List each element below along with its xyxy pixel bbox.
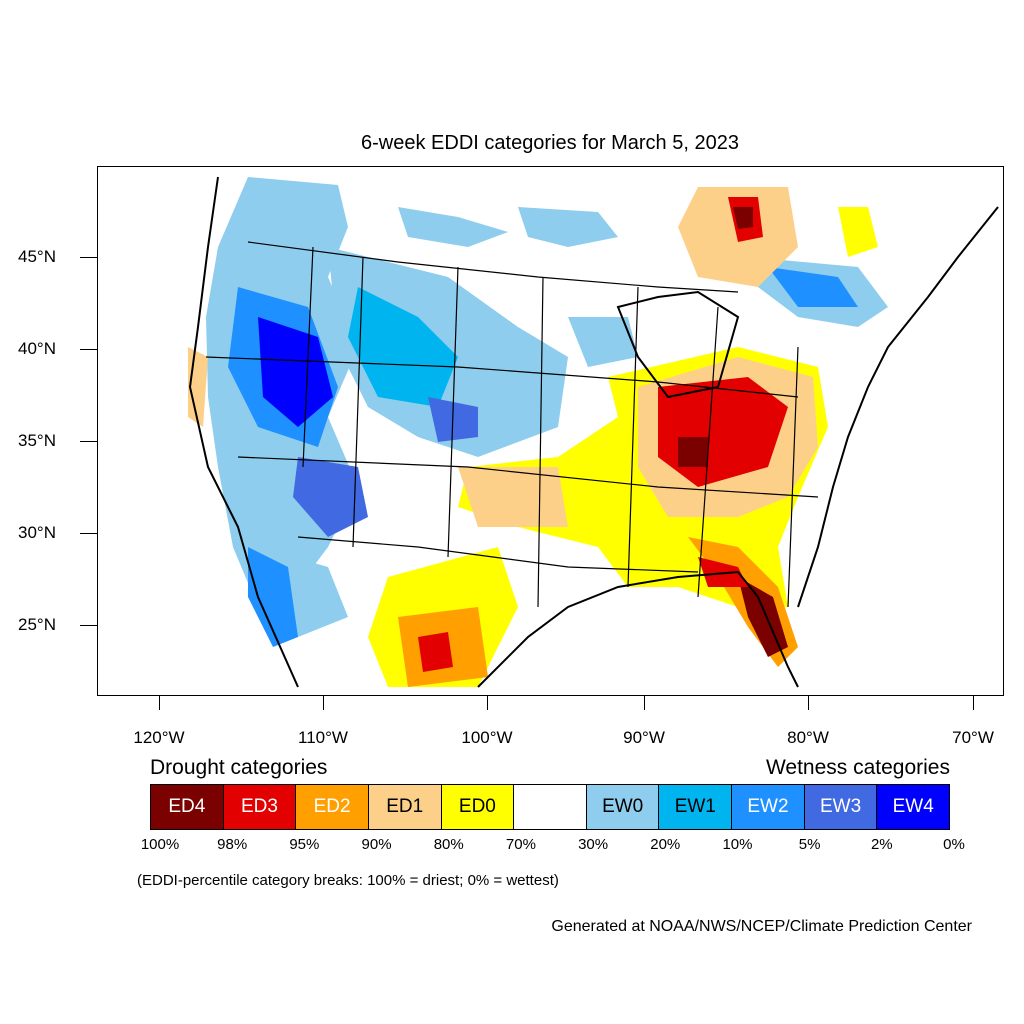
legend-box-ed2: ED2 — [296, 785, 369, 829]
legend-box-ew0: EW0 — [586, 785, 660, 829]
legend-box-ed1: ED1 — [368, 785, 442, 829]
x-tick-mark — [973, 696, 974, 710]
coastlines — [188, 176, 999, 688]
percentile-label: 90% — [361, 836, 392, 853]
percentile-label: 30% — [578, 836, 609, 853]
y-tick-mark — [80, 533, 97, 534]
percentile-label: 95% — [289, 836, 320, 853]
y-tick-label: 45°N — [18, 247, 56, 266]
legend-box-ed0: ED0 — [441, 785, 515, 829]
legend-box-ew3: EW3 — [804, 785, 878, 829]
eddi-map — [97, 166, 1004, 696]
percentile-label: 2% — [870, 836, 893, 853]
x-tick-label: 110°W — [298, 728, 348, 747]
x-tick-label: 90°W — [623, 728, 665, 747]
boundaries — [205, 241, 819, 608]
y-tick-mark — [80, 625, 97, 626]
wetness-heading: Wetness categories — [765, 756, 950, 779]
percentile-label: 70% — [505, 836, 536, 853]
percentile-label: 80% — [433, 836, 464, 853]
y-tick-label: 40°N — [18, 339, 56, 358]
x-tick-mark — [808, 696, 809, 710]
x-tick-mark — [487, 696, 488, 710]
percentile-label: 0% — [943, 836, 965, 853]
map-title: 6-week EDDI categories for March 5, 2023 — [361, 132, 739, 154]
x-tick-label: 70°W — [952, 728, 994, 747]
legend-box-ed4: ED4 — [151, 785, 224, 829]
percentile-label: 20% — [650, 836, 681, 853]
x-tick-label: 120°W — [133, 728, 185, 747]
x-tick-mark — [644, 696, 645, 710]
x-tick-label: 80°W — [787, 728, 829, 747]
percentile-label: 5% — [798, 836, 821, 853]
dry-regions — [188, 187, 878, 687]
y-tick-label: 25°N — [18, 615, 56, 634]
legend-box-ew2: EW2 — [732, 785, 805, 829]
y-tick-label: 30°N — [18, 523, 56, 542]
y-tick-mark — [80, 257, 97, 258]
legend-box-ew1: EW1 — [659, 785, 733, 829]
x-tick-mark — [323, 696, 324, 710]
category-note: (EDDI-percentile category breaks: 100% =… — [137, 872, 559, 889]
wet-regions — [206, 177, 888, 647]
y-tick-label: 35°N — [18, 431, 56, 450]
percentile-label: 100% — [140, 836, 180, 853]
x-tick-mark — [159, 696, 160, 710]
legend-box-neutral — [514, 785, 587, 829]
legend-box-ew4: EW4 — [877, 785, 950, 829]
eddi-map-canvas — [188, 176, 999, 688]
y-tick-mark — [80, 441, 97, 442]
credit-line: Generated at NOAA/NWS/NCEP/Climate Predi… — [551, 918, 972, 935]
x-tick-label: 100°W — [461, 728, 513, 747]
legend-colorbar: ED4 ED3 ED2 ED1 ED0 EW0 EW1 EW2 EW3 EW4 — [150, 784, 950, 830]
drought-heading: Drought categories — [150, 756, 328, 779]
percentile-label: 98% — [217, 836, 248, 853]
percentile-label: 10% — [722, 836, 753, 853]
legend-box-ed3: ED3 — [223, 785, 297, 829]
y-tick-mark — [80, 349, 97, 350]
